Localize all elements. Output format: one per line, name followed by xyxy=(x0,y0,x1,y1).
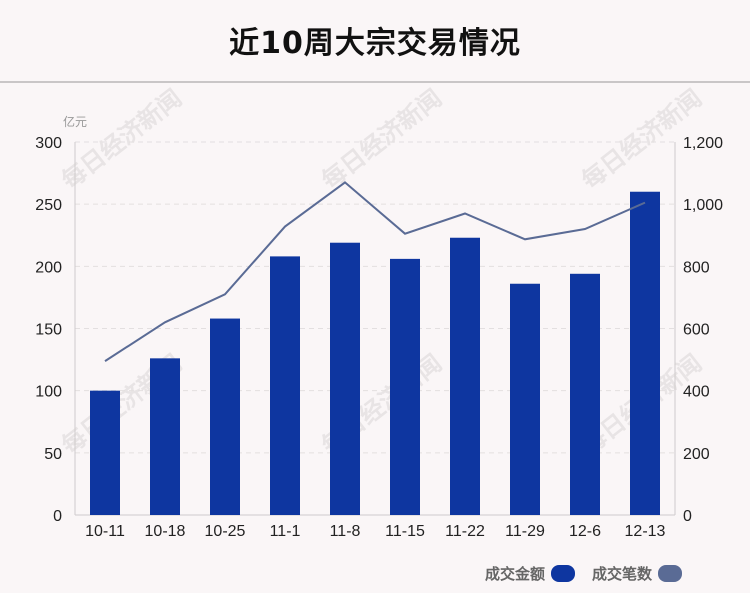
x-tick-label: 11-8 xyxy=(330,523,361,540)
y-left-unit: 亿元 xyxy=(63,114,87,129)
page-title: 近10周大宗交易情况 xyxy=(229,26,521,61)
x-tick-label: 10-25 xyxy=(205,523,246,540)
y-right-tick: 400 xyxy=(683,384,710,401)
y-left-tick: 300 xyxy=(35,135,62,152)
y-right-tick: 600 xyxy=(683,322,710,339)
y-left-tick: 0 xyxy=(53,508,62,525)
x-tick-label: 12-6 xyxy=(569,523,601,540)
y-left-tick: 150 xyxy=(35,322,62,339)
y-right-tick: 200 xyxy=(683,446,710,463)
bar-11-1 xyxy=(270,256,300,515)
y-left-tick: 50 xyxy=(44,446,62,463)
legend-swatch-amount xyxy=(551,565,576,582)
watermark-0: 每日经济新闻 xyxy=(56,84,187,195)
bar-11-29 xyxy=(510,283,540,515)
y-right-tick: 0 xyxy=(683,508,692,525)
x-tick-label: 11-29 xyxy=(505,523,545,540)
legend-item-count[interactable]: 成交笔数 xyxy=(592,563,683,584)
x-tick-label: 11-22 xyxy=(445,523,485,540)
bar-11-15 xyxy=(390,258,420,515)
bar-10-18 xyxy=(150,358,180,515)
x-tick-label: 11-15 xyxy=(385,523,425,540)
y-right-tick: 1,200 xyxy=(683,135,723,152)
bar-12-13 xyxy=(630,191,660,515)
y-left-tick: 200 xyxy=(35,259,62,276)
x-tick-label: 12-13 xyxy=(625,523,666,540)
legend-label-count: 成交笔数 xyxy=(592,565,653,583)
x-tick-label: 11-1 xyxy=(270,523,301,540)
bar-10-25 xyxy=(210,318,240,515)
y-right-tick: 1,000 xyxy=(683,197,723,214)
bar-11-8 xyxy=(330,242,360,515)
legend-label-amount: 成交金额 xyxy=(485,565,546,583)
watermark-5: 每日经济新闻 xyxy=(316,84,447,195)
legend-item-amount[interactable]: 成交金额 xyxy=(485,563,576,584)
bar-12-6 xyxy=(570,273,600,515)
x-tick-label: 10-11 xyxy=(85,523,125,540)
bar-10-11 xyxy=(90,390,120,515)
y-right-tick: 800 xyxy=(683,259,710,276)
y-left-tick: 250 xyxy=(35,197,62,214)
bar-11-22 xyxy=(450,237,480,515)
legend-swatch-count xyxy=(658,565,683,582)
x-tick-label: 10-18 xyxy=(145,523,186,540)
title-divider xyxy=(0,81,750,83)
line-series-count xyxy=(104,181,646,362)
y-left-tick: 100 xyxy=(35,384,62,401)
